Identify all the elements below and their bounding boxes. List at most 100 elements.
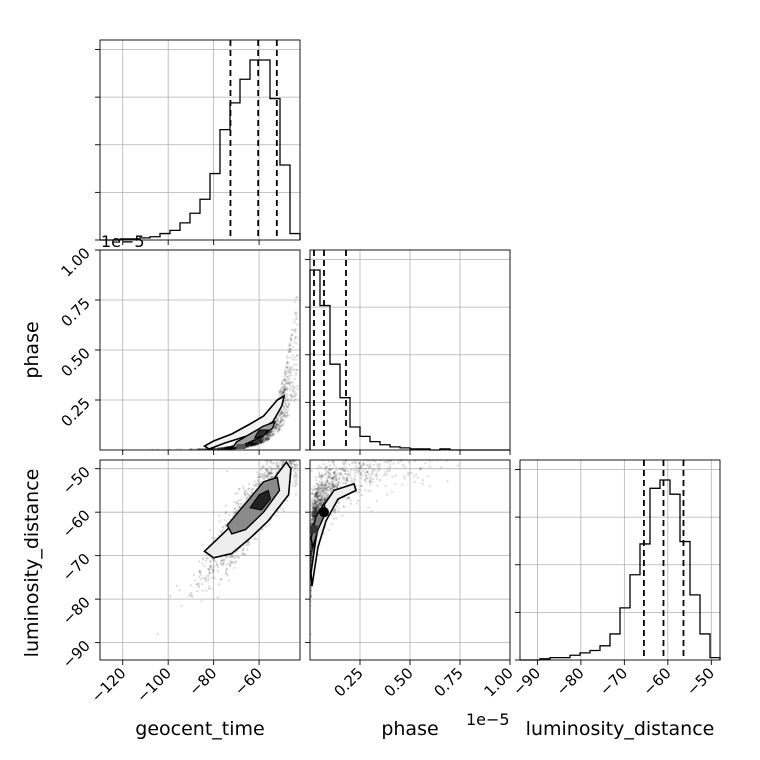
panel-ld-vs-phase-point	[325, 480, 329, 483]
panel-phase-vs-geo-point	[291, 390, 294, 393]
panel-ld-vs-phase-point	[312, 512, 315, 515]
panel-ld-vs-phase-point	[369, 465, 372, 468]
panel-ld-vs-phase-point	[332, 483, 335, 486]
panel-ld-vs-phase-point	[375, 472, 378, 475]
panel-ld-vs-phase-point	[361, 469, 365, 472]
panel-phase-vs-geo-point	[248, 443, 251, 446]
panel-ld-vs-phase-point	[348, 463, 351, 466]
panel-ld-vs-phase-point	[319, 487, 323, 490]
panel-ld-vs-phase-point	[310, 522, 313, 525]
panel-ld-vs-phase-point	[403, 477, 407, 480]
panel-phase-vs-geo-point	[269, 430, 273, 434]
panel-phase-vs-geo-point	[226, 446, 230, 449]
panel-ld-vs-phase-point	[345, 478, 349, 482]
panel-ld-vs-phase-point	[311, 518, 314, 521]
panel-ld-vs-geo-point	[294, 464, 297, 467]
panel-ld-vs-phase-point	[313, 494, 317, 498]
panel-ld-vs-geo-point	[212, 558, 215, 561]
panel-ld-vs-geo-point	[288, 447, 290, 449]
panel-phase-vs-geo-point	[259, 440, 262, 444]
panel-ld-vs-phase-point	[446, 480, 449, 483]
panel-ld-vs-phase-point	[371, 471, 374, 474]
panel-phase-vs-geo-point	[261, 438, 264, 442]
panel-phase-vs-geo-point	[218, 447, 221, 450]
panel-phase-vs-geo-point	[294, 336, 298, 339]
panel-phase-vs-geo-point	[254, 440, 257, 443]
panel-ld-vs-phase-point	[325, 488, 329, 492]
panel-phase-vs-geo-point	[282, 411, 285, 415]
panel-phase-vs-geo-point	[284, 368, 287, 372]
panel-ld-vs-phase-point	[315, 494, 319, 497]
panel-ld-vs-phase-point	[314, 508, 317, 511]
panel-phase-vs-geo-point	[277, 422, 281, 426]
panel-phase-vs-geo-point	[266, 438, 269, 441]
panel-ld-vs-geo-point	[296, 477, 299, 480]
panel-ld-vs-phase-point	[315, 500, 318, 503]
panel-ld-vs-phase-point	[319, 499, 323, 502]
panel-ld-vs-geo-point	[210, 537, 214, 540]
panel-ld-vs-phase-point	[333, 471, 336, 475]
panel-ld-vs-geo-point	[207, 585, 210, 588]
panel-phase-vs-geo-point	[223, 446, 226, 450]
panel-phase-vs-geo-point	[282, 388, 285, 391]
panel-ld-vs-geo-point	[211, 571, 214, 575]
panel-ld-vs-phase-point	[337, 502, 340, 505]
panel-ld-vs-phase-point	[327, 473, 330, 476]
panel-phase-vs-geo-point	[296, 354, 299, 358]
panel-ld-vs-phase-point	[310, 549, 312, 553]
panel-ld-vs-phase-point	[317, 501, 320, 505]
panel-ld-vs-phase-point	[313, 516, 316, 519]
panel-ld-vs-geo-point	[234, 511, 237, 515]
panel-phase-vs-geo-point	[295, 368, 298, 372]
panel-phase-vs-geo-point	[263, 436, 266, 440]
panel-ld-vs-phase-point	[366, 463, 369, 466]
panel-phase-vs-geo-point	[294, 300, 297, 304]
panel-ld-vs-phase-point	[312, 507, 315, 510]
panel-phase-vs-geo-point	[288, 349, 292, 353]
panel-ld-vs-geo-point	[279, 450, 281, 452]
panel-ld-vs-phase-point	[342, 462, 345, 465]
panel-phase-vs-geo-point	[286, 361, 289, 364]
panel-ld-vs-phase-point	[330, 487, 333, 491]
panel-phase-vs-geo-point	[222, 448, 225, 450]
panel-ld-vs-phase-point	[321, 474, 324, 477]
panel-phase-vs-geo-point	[293, 363, 296, 366]
panel-ld-vs-phase-point	[310, 548, 314, 551]
panel-phase-vs-geo-point	[253, 441, 256, 444]
panel-phase-vs-geo-point	[266, 438, 269, 442]
panel-ld-vs-phase-point	[407, 471, 410, 475]
panel-phase-vs-geo-point	[267, 436, 270, 440]
panel-ld-vs-phase-point	[333, 484, 336, 488]
panel-phase-vs-geo-point	[226, 446, 229, 449]
panel-ld-vs-phase-point	[311, 511, 314, 515]
panel-phase-vs-geo-point	[261, 437, 264, 440]
panel-phase-vs-geo-point	[227, 447, 230, 450]
panel-ld-vs-phase-point	[316, 486, 320, 489]
panel-ld-vs-phase-point	[347, 496, 350, 499]
panel-ld-vs-phase-point	[315, 492, 318, 495]
panel-ld-vs-phase-point	[313, 501, 317, 505]
panel-ld-vs-geo-point	[270, 470, 273, 473]
panel-phase-vs-geo-point	[256, 442, 259, 446]
panel-phase-vs-geo-point	[227, 447, 230, 450]
panel-ld-vs-phase-point	[315, 488, 319, 491]
panel-phase-vs-geo-point	[277, 427, 280, 431]
panel-ld-vs-phase-point	[329, 473, 333, 477]
panel-phase-vs-geo-point	[250, 442, 254, 446]
panel-phase-vs-geo-point	[257, 442, 260, 445]
panel-ld-vs-geo-point	[188, 594, 191, 598]
panel-phase-vs-geo-point	[251, 442, 254, 446]
panel-phase-vs-geo-point	[260, 441, 263, 444]
panel-ld-vs-phase-point	[317, 508, 320, 511]
panel-ld-vs-phase-point	[327, 470, 330, 474]
panel-ld-vs-phase-point	[317, 487, 320, 490]
panel-phase-vs-geo-point	[216, 447, 219, 450]
panel-ld-vs-geo-point	[236, 492, 239, 495]
panel-phase-vs-geo-point	[279, 421, 282, 424]
panel-ld-vs-phase-point	[310, 549, 312, 553]
panel-ld-vs-phase-point	[339, 473, 342, 476]
panel-ld-vs-phase-point	[330, 468, 333, 471]
panel-ld-vs-phase-point	[314, 500, 318, 504]
panel-phase-vs-geo-point	[265, 433, 269, 437]
panel-phase-vs-geo-point	[286, 376, 289, 379]
